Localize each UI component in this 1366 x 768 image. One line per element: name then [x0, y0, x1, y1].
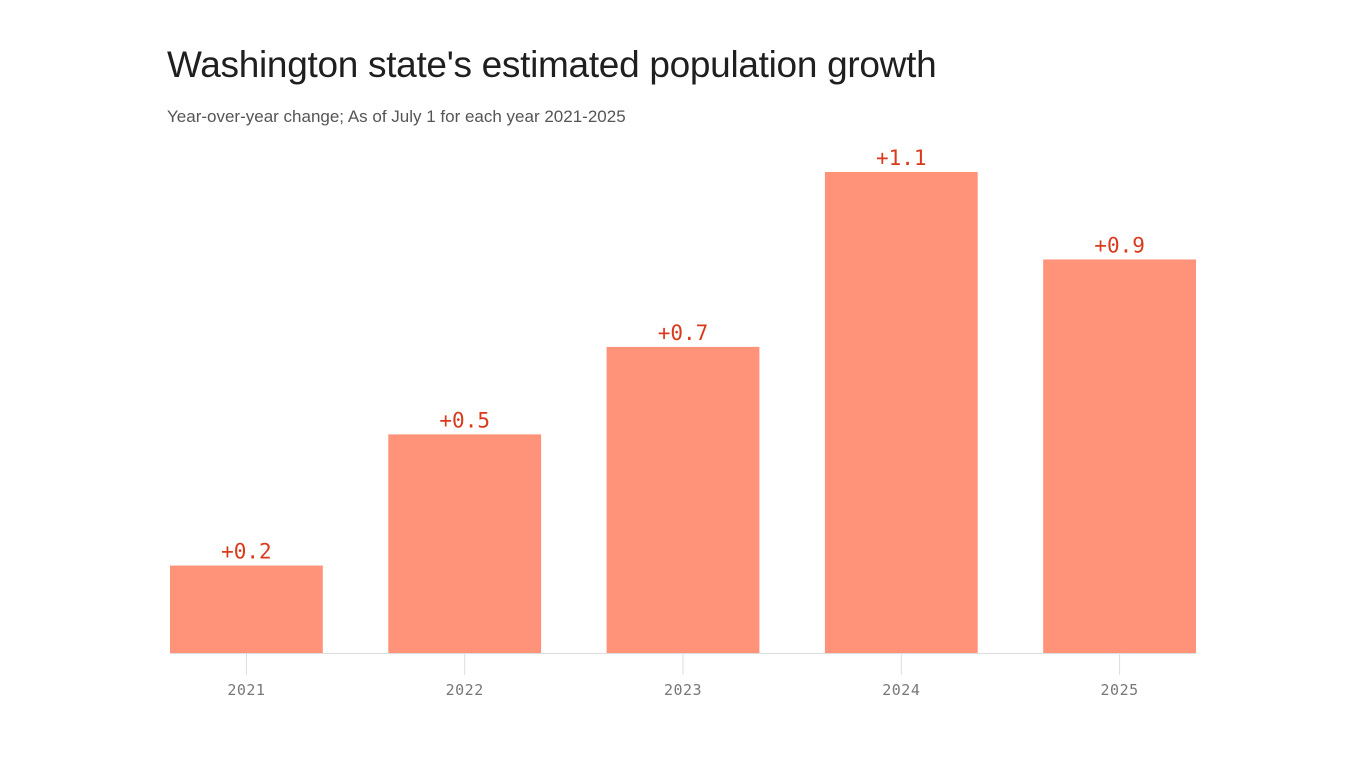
bar-2025	[1043, 259, 1196, 653]
bar-2022	[388, 434, 542, 653]
x-axis: 2021 2022 2023 2024 2025	[170, 653, 1196, 699]
value-label-2022: +0.5	[439, 408, 490, 432]
x-tick-label-2025: 2025	[1101, 681, 1139, 699]
chart-title: Washington state's estimated population …	[167, 44, 937, 85]
x-tick-label-2024: 2024	[882, 681, 920, 699]
value-label-2023: +0.7	[658, 321, 709, 345]
chart-subtitle: Year-over-year change; As of July 1 for …	[167, 107, 626, 126]
bar-2024	[824, 172, 978, 653]
bars-group: +0.2 +0.5 +0.7 +1.1 +0.9	[170, 146, 1196, 653]
value-label-2025: +0.9	[1094, 233, 1145, 257]
bar-2023	[606, 346, 760, 653]
x-tick-label-2021: 2021	[227, 681, 265, 699]
x-tick-label-2023: 2023	[664, 681, 702, 699]
x-tick-label-2022: 2022	[446, 681, 484, 699]
value-label-2024: +1.1	[876, 146, 927, 170]
bar-2021	[170, 565, 323, 653]
value-label-2021: +0.2	[221, 540, 272, 564]
